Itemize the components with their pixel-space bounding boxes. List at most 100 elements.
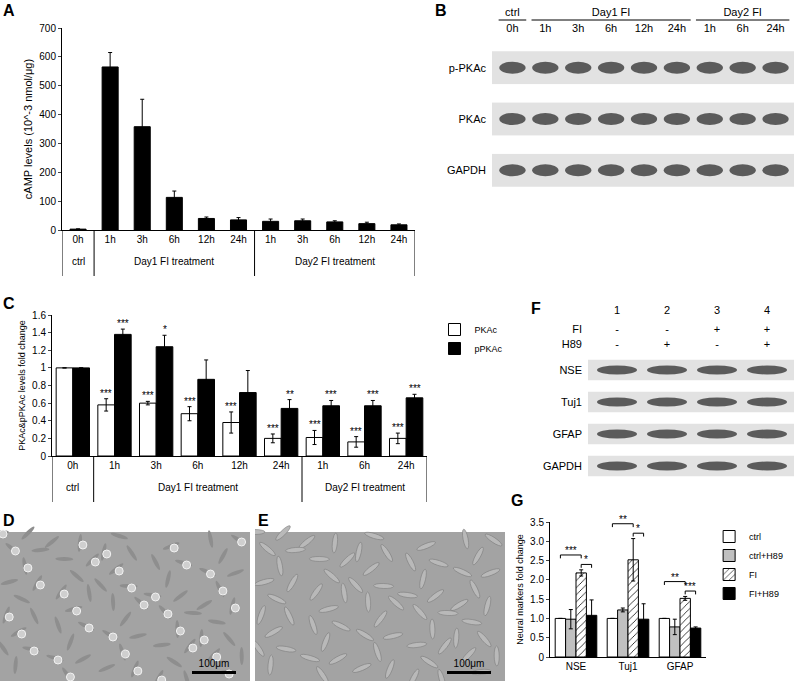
svg-text:***: *** xyxy=(367,389,379,400)
svg-text:12h: 12h xyxy=(231,460,248,471)
svg-text:3h: 3h xyxy=(151,460,162,471)
svg-text:ctrl: ctrl xyxy=(749,532,761,542)
svg-text:1h: 1h xyxy=(539,22,551,34)
svg-text:24h: 24h xyxy=(766,22,784,34)
svg-text:***: *** xyxy=(100,388,112,399)
svg-text:12h: 12h xyxy=(359,234,376,245)
svg-text:1.5: 1.5 xyxy=(530,594,544,605)
svg-text:PKAc&pPKAc levels fold change: PKAc&pPKAc levels fold change xyxy=(17,320,27,451)
svg-text:*: * xyxy=(163,324,167,335)
svg-text:0: 0 xyxy=(40,451,46,462)
svg-text:100: 100 xyxy=(39,196,56,207)
svg-text:***: *** xyxy=(117,318,129,329)
svg-text:600: 600 xyxy=(39,51,56,62)
svg-text:Tuj1: Tuj1 xyxy=(561,396,582,408)
svg-text:24h: 24h xyxy=(398,460,415,471)
svg-text:***: *** xyxy=(350,426,362,437)
svg-text:GFAP: GFAP xyxy=(553,428,582,440)
svg-text:0.6: 0.6 xyxy=(32,398,46,409)
svg-text:1: 1 xyxy=(40,362,46,373)
svg-text:***: *** xyxy=(565,545,577,556)
svg-text:GAPDH: GAPDH xyxy=(543,460,582,472)
svg-text:6h: 6h xyxy=(329,234,340,245)
svg-text:Day1 FI treatment: Day1 FI treatment xyxy=(134,256,214,267)
svg-text:1h: 1h xyxy=(109,460,120,471)
svg-text:3.0: 3.0 xyxy=(530,536,544,547)
svg-text:0: 0 xyxy=(50,225,56,236)
svg-text:GAPDH: GAPDH xyxy=(447,164,486,176)
svg-text:Day1 FI: Day1 FI xyxy=(592,6,631,18)
svg-text:NSE: NSE xyxy=(566,661,587,672)
svg-text:24h: 24h xyxy=(668,22,686,34)
svg-text:1.4: 1.4 xyxy=(32,327,46,338)
svg-text:1h: 1h xyxy=(105,234,116,245)
svg-text:400: 400 xyxy=(39,109,56,120)
svg-text:-: - xyxy=(665,323,669,335)
svg-text:Tuj1: Tuj1 xyxy=(618,661,638,672)
svg-text:NSE: NSE xyxy=(559,364,582,376)
svg-text:+: + xyxy=(664,338,670,350)
svg-text:1: 1 xyxy=(614,304,620,316)
svg-text:0.2: 0.2 xyxy=(32,433,46,444)
svg-text:FI: FI xyxy=(572,323,582,335)
svg-text:ctrl: ctrl xyxy=(72,256,85,267)
svg-text:0.4: 0.4 xyxy=(32,415,46,426)
svg-text:p-PKAc: p-PKAc xyxy=(449,62,487,74)
svg-text:-: - xyxy=(615,323,619,335)
svg-text:*: * xyxy=(584,554,588,565)
svg-text:3h: 3h xyxy=(572,22,584,34)
svg-text:**: ** xyxy=(286,389,294,400)
svg-text:4: 4 xyxy=(764,304,770,316)
svg-text:700: 700 xyxy=(39,23,56,34)
svg-text:0.5: 0.5 xyxy=(530,632,544,643)
svg-text:1h: 1h xyxy=(704,22,716,34)
svg-text:2: 2 xyxy=(664,304,670,316)
svg-text:***: *** xyxy=(309,419,321,430)
svg-text:-: - xyxy=(615,338,619,350)
svg-text:PKAc: PKAc xyxy=(475,325,498,335)
svg-text:24h: 24h xyxy=(273,460,290,471)
svg-text:***: *** xyxy=(142,390,154,401)
svg-text:100μm: 100μm xyxy=(454,658,485,669)
svg-text:***: *** xyxy=(684,581,696,592)
svg-text:***: *** xyxy=(325,389,337,400)
svg-text:0h: 0h xyxy=(67,460,78,471)
svg-text:0: 0 xyxy=(538,652,544,663)
svg-text:Day1 FI treatment: Day1 FI treatment xyxy=(158,482,238,493)
svg-text:12h: 12h xyxy=(198,234,215,245)
svg-text:2.5: 2.5 xyxy=(530,555,544,566)
svg-text:1h: 1h xyxy=(265,234,276,245)
svg-text:ctrl: ctrl xyxy=(505,6,520,18)
svg-text:***: *** xyxy=(267,423,279,434)
svg-text:1h: 1h xyxy=(317,460,328,471)
svg-text:24h: 24h xyxy=(230,234,247,245)
svg-text:Day2 FI: Day2 FI xyxy=(723,6,762,18)
svg-text:**: ** xyxy=(671,572,679,583)
svg-text:Neural markers fold change: Neural markers fold change xyxy=(515,534,525,645)
svg-text:FI+H89: FI+H89 xyxy=(749,589,779,599)
svg-text:500: 500 xyxy=(39,80,56,91)
svg-text:6h: 6h xyxy=(605,22,617,34)
svg-text:GFAP: GFAP xyxy=(667,661,694,672)
svg-text:1.2: 1.2 xyxy=(32,345,46,356)
svg-text:***: *** xyxy=(225,401,237,412)
svg-text:***: *** xyxy=(409,383,421,394)
svg-text:ctrl+H89: ctrl+H89 xyxy=(749,551,783,561)
svg-text:6h: 6h xyxy=(737,22,749,34)
svg-text:6h: 6h xyxy=(359,460,370,471)
svg-text:0h: 0h xyxy=(506,22,518,34)
svg-text:1.6: 1.6 xyxy=(32,310,46,321)
svg-text:2.0: 2.0 xyxy=(530,574,544,585)
svg-text:FI: FI xyxy=(749,570,757,580)
svg-text:12h: 12h xyxy=(635,22,653,34)
svg-text:pPKAc: pPKAc xyxy=(475,344,503,354)
svg-text:1.0: 1.0 xyxy=(530,613,544,624)
svg-text:PKAc: PKAc xyxy=(458,113,486,125)
svg-text:Day2 FI treatment: Day2 FI treatment xyxy=(325,482,405,493)
svg-text:300: 300 xyxy=(39,138,56,149)
svg-text:*: * xyxy=(636,523,640,534)
svg-text:0h: 0h xyxy=(72,234,83,245)
svg-text:24h: 24h xyxy=(391,234,408,245)
svg-text:-: - xyxy=(715,338,719,350)
svg-text:200: 200 xyxy=(39,167,56,178)
